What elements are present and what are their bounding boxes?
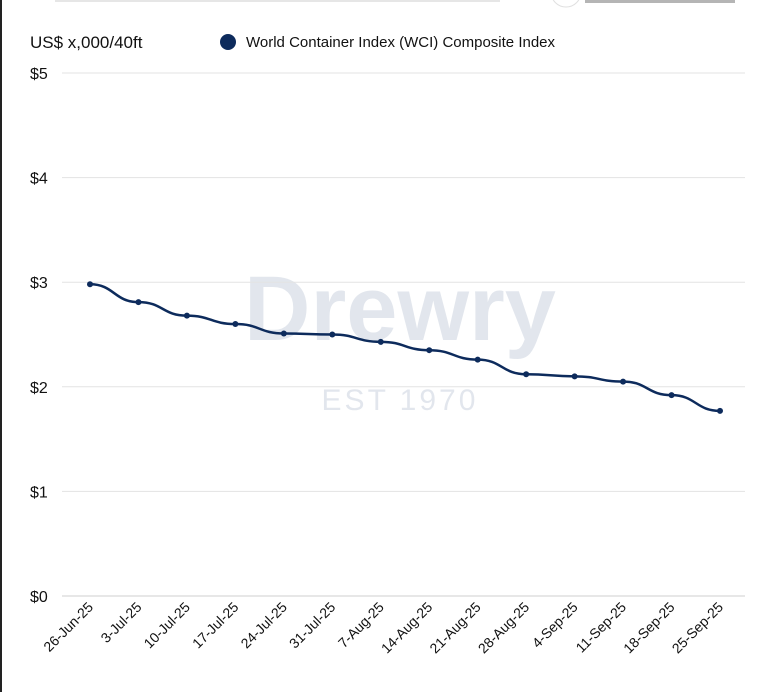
legend-label[interactable]: World Container Index (WCI) Composite In… [246,34,556,51]
data-point[interactable] [426,347,433,354]
svg-text:EST 1970: EST 1970 [322,384,479,417]
x-tick-label: 3-Jul-25 [97,599,144,646]
x-tick-label: 31-Jul-25 [286,599,339,652]
y-tick-label: $1 [30,484,48,501]
data-point[interactable] [377,338,384,345]
data-point[interactable] [571,373,578,380]
data-point[interactable] [668,392,675,399]
x-tick-label: 10-Jul-25 [140,599,193,652]
data-point[interactable] [474,356,481,363]
data-point[interactable] [523,371,530,378]
x-tick-label: 17-Jul-25 [189,599,242,652]
x-tick-label: 18-Sep-25 [620,599,678,657]
range-slider-selection[interactable] [585,0,735,3]
y-tick-label: $5 [30,66,48,83]
y-axis-label: US$ x,000/40ft [30,33,143,52]
data-point[interactable] [87,281,93,288]
y-tick-label: $2 [30,380,48,397]
x-tick-label: 14-Aug-25 [378,599,436,657]
x-tick-label: 24-Jul-25 [237,599,290,652]
data-point[interactable] [280,330,287,337]
x-tick-label: 25-Sep-25 [669,599,727,657]
x-tick-label: 26-Jun-25 [40,599,96,655]
data-point[interactable] [183,312,190,319]
y-tick-label: $4 [30,171,48,188]
data-point[interactable] [232,321,239,328]
left-border [0,0,2,692]
x-tick-label: 21-Aug-25 [426,599,484,657]
x-tick-label: 28-Aug-25 [475,599,533,657]
svg-text:Drewry: Drewry [244,258,556,360]
y-tick-label: $0 [30,589,48,606]
data-point[interactable] [135,299,142,306]
drewry-watermark: Drewry EST 1970 [244,258,556,417]
data-point[interactable] [620,378,627,385]
data-point[interactable] [717,407,723,414]
y-tick-label: $3 [30,275,48,292]
data-point[interactable] [329,331,336,338]
range-slider-handle[interactable] [551,0,581,8]
legend-marker [220,34,236,50]
